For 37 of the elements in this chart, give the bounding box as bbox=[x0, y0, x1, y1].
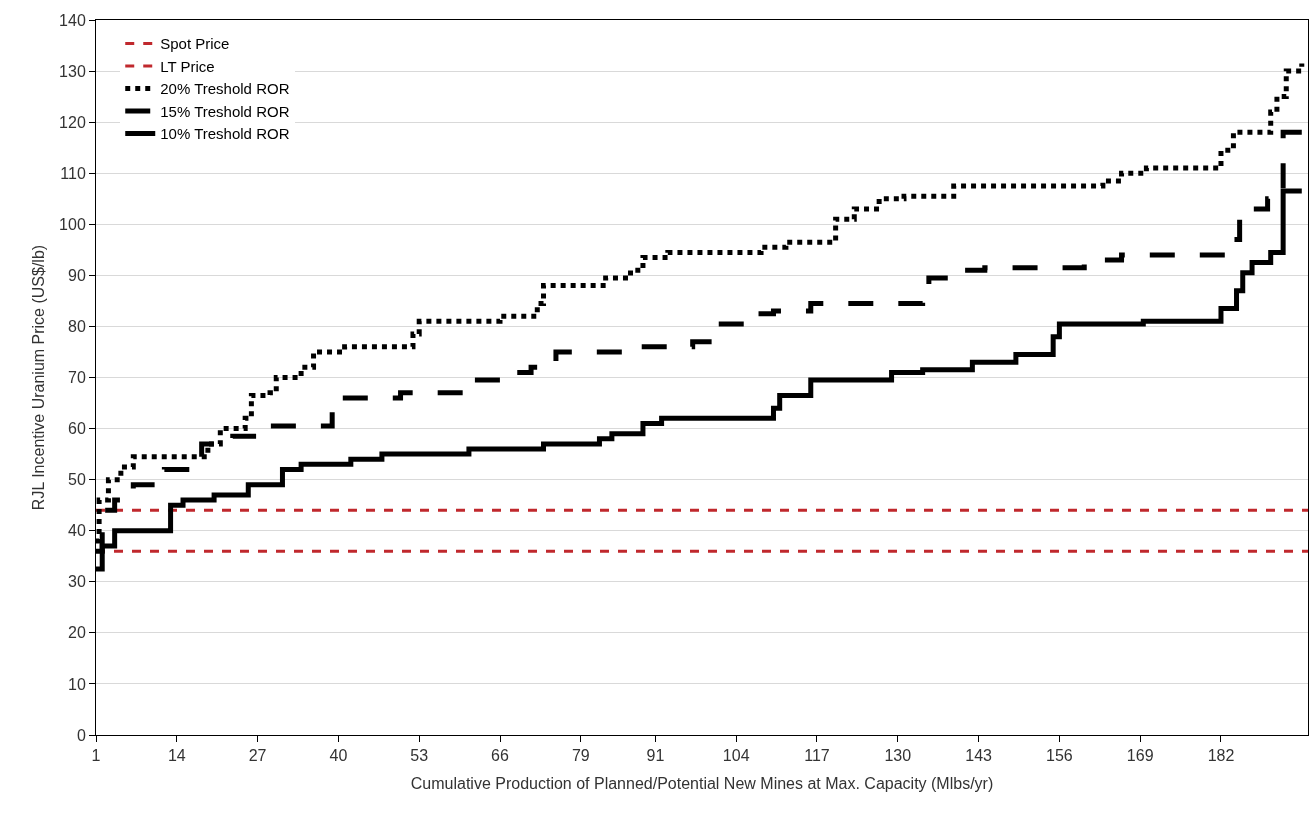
legend-label: 10% Treshold ROR bbox=[160, 125, 290, 143]
y-tick-label: 70 bbox=[68, 369, 86, 387]
y-tick-label: 0 bbox=[76, 726, 86, 744]
y-tick-label: 100 bbox=[59, 215, 86, 233]
legend-label: LT Price bbox=[160, 57, 215, 75]
x-tick-label: 143 bbox=[965, 747, 993, 765]
y-tick-label: 80 bbox=[68, 318, 86, 336]
x-tick-label: 66 bbox=[491, 747, 509, 765]
y-tick-label: 130 bbox=[59, 62, 86, 80]
x-tick-label: 104 bbox=[722, 747, 750, 765]
y-tick-label: 60 bbox=[68, 420, 86, 438]
x-tick-label: 91 bbox=[646, 747, 665, 765]
legend-label: 15% Treshold ROR bbox=[160, 102, 290, 120]
x-tick-label: 40 bbox=[329, 747, 348, 765]
x-tick-label: 27 bbox=[248, 747, 267, 765]
x-axis-title: Cumulative Production of Planned/Potential New Mines at Max. Capacity (Mlbs/yr) bbox=[410, 774, 994, 792]
y-tick-label: 140 bbox=[59, 11, 86, 29]
x-tick-label: 14 bbox=[167, 747, 186, 765]
y-axis-title: RJL Incentive Uranium Price (US$/lb) bbox=[30, 244, 47, 511]
x-tick-label: 117 bbox=[804, 747, 830, 765]
y-tick-label: 20 bbox=[68, 624, 86, 642]
legend-label: 20% Treshold ROR bbox=[160, 80, 290, 98]
y-tick-label: 90 bbox=[68, 266, 86, 284]
x-tick-label: 53 bbox=[410, 747, 429, 765]
x-tick-label: 130 bbox=[884, 747, 912, 765]
x-tick-label: 79 bbox=[571, 747, 590, 765]
y-tick-label: 10 bbox=[68, 675, 86, 693]
y-tick-label: 30 bbox=[68, 573, 86, 591]
x-tick-label: 1 bbox=[91, 747, 101, 765]
legend-label: Spot Price bbox=[160, 35, 230, 53]
y-tick-label: 110 bbox=[60, 164, 86, 182]
x-tick-label: 156 bbox=[1046, 747, 1073, 765]
x-tick-label: 169 bbox=[1126, 747, 1154, 765]
y-tick-label: 40 bbox=[68, 522, 86, 540]
y-tick-label: 50 bbox=[68, 471, 86, 489]
x-tick-label: 182 bbox=[1207, 747, 1235, 765]
y-tick-label: 120 bbox=[59, 113, 86, 131]
